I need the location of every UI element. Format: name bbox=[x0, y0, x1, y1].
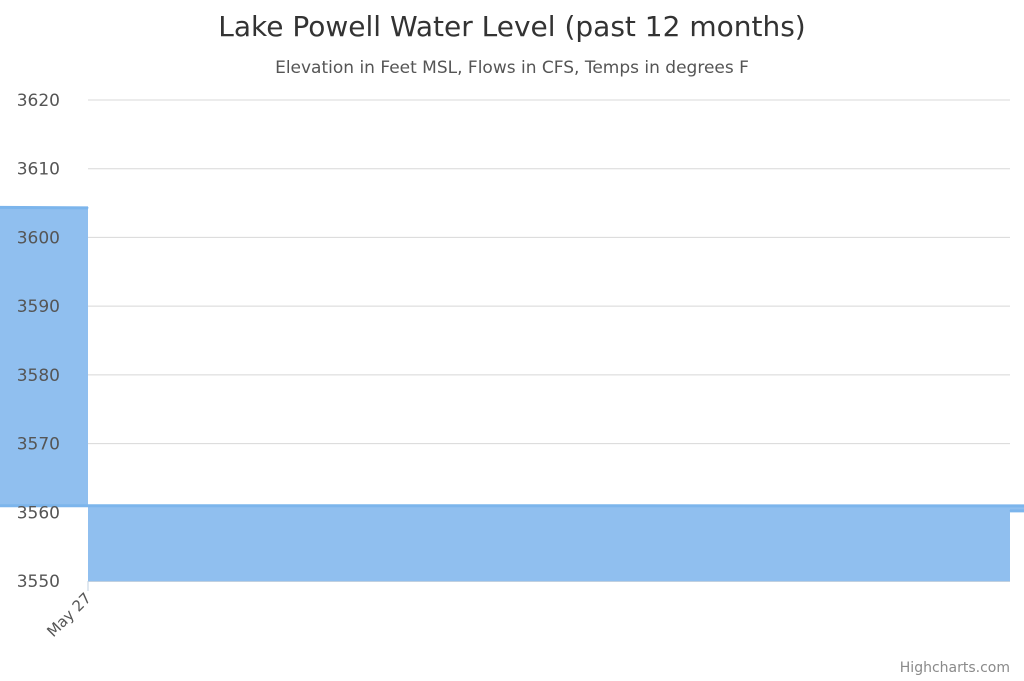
x-axis bbox=[87, 581, 1010, 591]
y-tick-label: 3560 bbox=[17, 503, 60, 523]
y-tick-label: 3570 bbox=[17, 435, 60, 455]
y-tick-label: 3550 bbox=[17, 572, 60, 592]
series-area bbox=[0, 207, 1024, 581]
chart-subtitle: Elevation in Feet MSL, Flows in CFS, Tem… bbox=[275, 58, 749, 78]
chart-title: Lake Powell Water Level (past 12 months) bbox=[218, 10, 805, 43]
y-axis: 3550 3560 3570 3580 3590 3600 3610 3620 bbox=[17, 91, 60, 592]
x-tick-label: May 27 bbox=[43, 589, 95, 641]
x-axis-labels: May 27Jun 9Jun 22Jul 5Jul 18Jul 31Aug 13… bbox=[43, 589, 95, 641]
series-line bbox=[0, 205, 1024, 513]
plot-area bbox=[0, 205, 1024, 581]
data-point bbox=[1009, 510, 1011, 512]
data-point bbox=[87, 207, 89, 209]
credits-link[interactable]: Highcharts.com bbox=[900, 660, 1010, 676]
y-tick-label: 3610 bbox=[17, 160, 60, 180]
grid-lines bbox=[88, 99, 1010, 513]
y-tick-label: 3600 bbox=[17, 228, 60, 248]
y-tick-label: 3620 bbox=[17, 91, 60, 111]
y-tick-label: 3580 bbox=[17, 366, 60, 386]
y-tick-label: 3590 bbox=[17, 297, 60, 317]
